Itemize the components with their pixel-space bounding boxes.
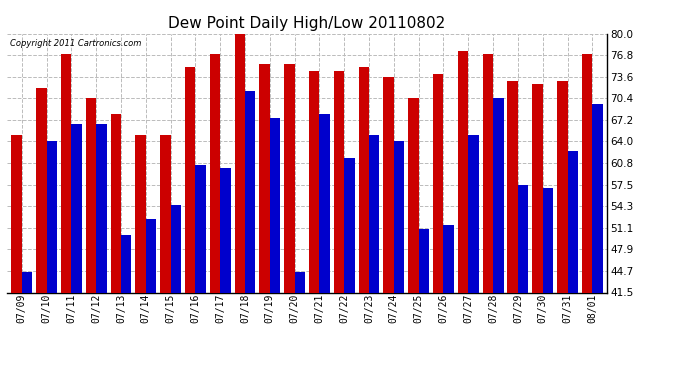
Bar bbox=[185, 68, 195, 292]
Bar bbox=[86, 98, 96, 292]
Bar bbox=[309, 71, 319, 292]
Bar bbox=[319, 114, 330, 292]
Bar bbox=[543, 188, 553, 292]
Bar bbox=[110, 114, 121, 292]
Bar bbox=[210, 54, 220, 292]
Bar bbox=[170, 205, 181, 292]
Bar bbox=[11, 135, 22, 292]
Bar bbox=[135, 135, 146, 292]
Bar bbox=[394, 141, 404, 292]
Bar bbox=[245, 91, 255, 292]
Bar bbox=[71, 124, 82, 292]
Bar bbox=[557, 81, 567, 292]
Bar bbox=[36, 87, 47, 292]
Bar bbox=[284, 64, 295, 292]
Bar bbox=[160, 135, 170, 292]
Bar bbox=[96, 124, 107, 292]
Bar bbox=[592, 104, 603, 292]
Bar bbox=[47, 141, 57, 292]
Bar bbox=[121, 236, 131, 292]
Bar bbox=[567, 152, 578, 292]
Bar bbox=[384, 77, 394, 292]
Bar bbox=[259, 64, 270, 292]
Bar bbox=[582, 54, 592, 292]
Bar bbox=[507, 81, 518, 292]
Bar bbox=[344, 158, 355, 292]
Bar bbox=[444, 225, 454, 292]
Bar bbox=[408, 98, 419, 292]
Bar bbox=[433, 74, 444, 292]
Bar bbox=[458, 51, 469, 292]
Bar bbox=[220, 168, 230, 292]
Bar bbox=[146, 219, 156, 292]
Bar bbox=[369, 135, 380, 292]
Bar bbox=[61, 54, 71, 292]
Bar bbox=[518, 185, 529, 292]
Text: Copyright 2011 Cartronics.com: Copyright 2011 Cartronics.com bbox=[10, 39, 141, 48]
Bar bbox=[359, 68, 369, 292]
Bar bbox=[235, 30, 245, 292]
Bar bbox=[195, 165, 206, 292]
Bar bbox=[483, 54, 493, 292]
Bar bbox=[532, 84, 543, 292]
Bar bbox=[22, 272, 32, 292]
Title: Dew Point Daily High/Low 20110802: Dew Point Daily High/Low 20110802 bbox=[168, 16, 446, 31]
Bar bbox=[334, 71, 344, 292]
Bar bbox=[469, 135, 479, 292]
Bar bbox=[295, 272, 305, 292]
Bar bbox=[493, 98, 504, 292]
Bar bbox=[270, 118, 280, 292]
Bar bbox=[419, 229, 429, 292]
